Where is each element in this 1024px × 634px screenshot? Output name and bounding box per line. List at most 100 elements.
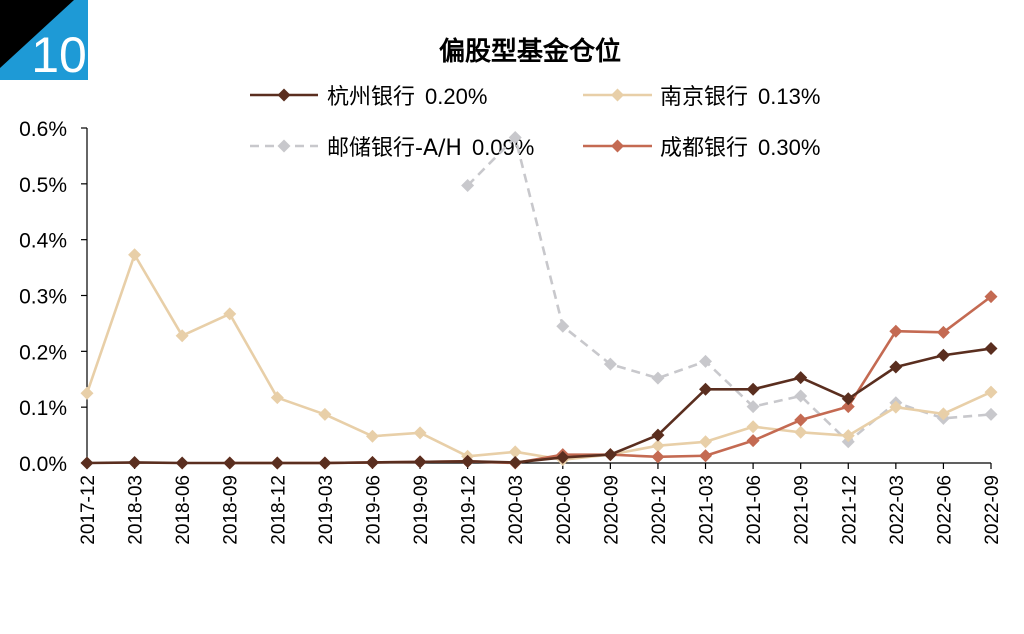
data-point — [80, 386, 94, 400]
y-axis: 0.0% 0.1% 0.2% 0.3% 0.4% 0.5% 0.6% — [19, 118, 88, 476]
legend-item: 南京银行 0.13% — [583, 84, 820, 110]
data-point — [508, 130, 522, 144]
x-tick-label: 2020-03 — [506, 475, 527, 545]
data-point — [508, 445, 522, 459]
data-point — [984, 290, 998, 304]
data-point — [841, 400, 855, 414]
data-point — [651, 439, 665, 453]
data-point — [841, 429, 855, 443]
data-point — [889, 400, 903, 414]
y-tick-label: 0.5% — [19, 174, 67, 197]
legend-label: 杭州银行 0.20% — [327, 84, 487, 110]
data-point — [413, 426, 427, 440]
data-point — [699, 435, 713, 449]
data-point — [936, 348, 950, 362]
data-point — [223, 456, 237, 470]
legend-series-name: 成都银行 — [660, 136, 748, 161]
legend-series-value: 0.30% — [758, 135, 820, 160]
data-point — [699, 382, 713, 396]
data-point — [651, 371, 665, 385]
data-point — [794, 413, 808, 427]
chart-title: 偏股型基金仓位 — [439, 36, 621, 67]
data-point — [556, 319, 570, 333]
legend-label: 南京银行 0.13% — [660, 84, 820, 110]
data-point — [984, 407, 998, 421]
data-point — [270, 456, 284, 470]
x-tick-label: 2019-03 — [316, 475, 337, 545]
y-tick-label: 0.2% — [19, 341, 67, 364]
legend-series-value: 0.09% — [472, 135, 534, 160]
legend-series-name: 南京银行 — [660, 85, 748, 110]
x-tick-label: 2021-12 — [839, 475, 860, 545]
x-tick-label: 2019-12 — [459, 475, 480, 545]
data-point — [365, 429, 379, 443]
series-3 — [223, 290, 998, 470]
legend-label: 邮储银行-A/H 0.09% — [327, 135, 534, 161]
badge-number: 10 — [31, 27, 87, 80]
data-point — [603, 448, 617, 462]
x-tick-label: 2021-03 — [697, 475, 718, 545]
x-tick-label: 2020-12 — [649, 475, 670, 545]
data-point — [413, 455, 427, 469]
legend-marker — [611, 88, 624, 102]
data-point — [746, 382, 760, 396]
data-point — [699, 354, 713, 368]
legend-series-name: 杭州银行 — [327, 85, 415, 110]
legend-marker — [277, 139, 291, 153]
x-tick-label: 2019-09 — [411, 475, 432, 545]
data-point — [889, 360, 903, 374]
series-line — [86, 347, 992, 465]
legend-series-value: 0.20% — [425, 84, 487, 109]
data-point — [270, 391, 284, 405]
x-tick-label: 2021-06 — [744, 475, 765, 545]
x-tick-label: 2020-09 — [601, 475, 622, 545]
y-tick-label: 0.1% — [19, 397, 67, 420]
x-tick-label: 2022-06 — [934, 475, 955, 545]
series-line — [85, 253, 992, 461]
x-tick-label: 2019-06 — [363, 475, 384, 545]
legend-item: 杭州银行 0.20% — [250, 84, 487, 110]
data-point — [318, 456, 332, 470]
chart-number-badge: 10 — [0, 0, 88, 83]
data-point — [794, 389, 808, 403]
data-point — [128, 455, 142, 469]
data-point — [889, 324, 903, 338]
x-tick-label: 2022-03 — [887, 475, 908, 545]
data-point — [651, 428, 665, 442]
x-tick-label: 2021-09 — [792, 475, 813, 545]
data-point — [603, 357, 617, 371]
data-point — [365, 455, 379, 469]
data-point — [746, 434, 760, 448]
data-point — [175, 456, 189, 470]
y-tick-label: 0.3% — [19, 286, 67, 309]
data-point — [984, 342, 998, 356]
data-point — [318, 407, 332, 421]
data-point — [746, 420, 760, 434]
series-2 — [461, 130, 998, 449]
legend: 杭州银行 0.20% 南京银行 0.13% 邮储银行-A/H 0.09% 成都银行 0.30% — [250, 84, 820, 161]
legend-label: 成都银行 0.30% — [660, 135, 820, 161]
legend-marker — [277, 88, 291, 102]
data-point — [841, 392, 855, 406]
data-point — [984, 385, 998, 399]
legend-marker — [611, 139, 624, 153]
x-tick-label: 2018-09 — [221, 475, 242, 545]
y-tick-label: 0.6% — [19, 118, 67, 141]
x-tick-label: 2018-12 — [268, 475, 289, 545]
legend-series-value: 0.13% — [758, 84, 820, 109]
data-point — [223, 307, 237, 321]
data-point — [128, 248, 142, 262]
data-point — [175, 329, 189, 343]
data-point — [699, 449, 713, 463]
data-point — [794, 425, 808, 439]
legend-series-name: 邮储银行-A/H — [327, 136, 462, 161]
data-point — [746, 400, 760, 414]
x-tick-label: 2018-03 — [126, 475, 147, 545]
data-point — [461, 179, 475, 193]
series-line — [466, 136, 992, 444]
x-tick-label: 2017-12 — [78, 475, 99, 545]
data-point — [556, 450, 570, 464]
legend-item: 成都银行 0.30% — [583, 135, 820, 161]
data-point — [80, 456, 94, 470]
